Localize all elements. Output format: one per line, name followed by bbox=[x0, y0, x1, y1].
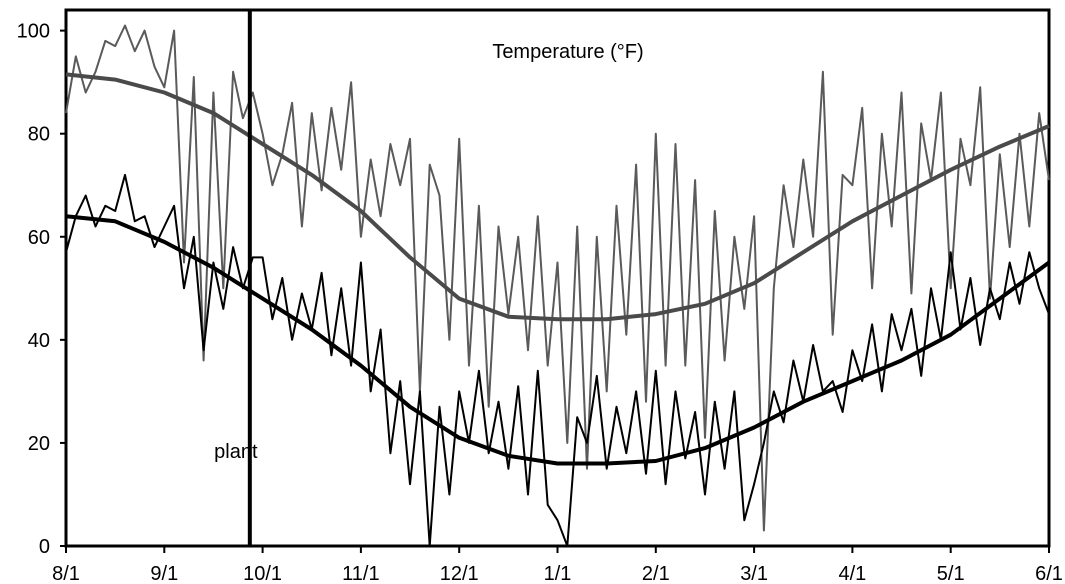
chart-title: Temperature (°F) bbox=[492, 41, 643, 63]
x-tick-label: 11/1 bbox=[342, 563, 379, 584]
x-tick-label: 8/1 bbox=[52, 563, 80, 584]
x-tick-label: 2/1 bbox=[642, 563, 670, 584]
series-layer bbox=[65, 24, 1051, 547]
x-tick-label: 3/1 bbox=[740, 563, 768, 584]
x-tick-label: 5/1 bbox=[937, 563, 965, 584]
series-line-normal-low bbox=[65, 214, 1051, 466]
x-tick-label: 12/1 bbox=[440, 563, 479, 584]
y-tick-label: 20 bbox=[28, 433, 50, 455]
series-line-daily-high bbox=[65, 24, 1050, 532]
y-tick-label: 100 bbox=[17, 21, 50, 43]
x-tick-label: 1/1 bbox=[544, 563, 572, 584]
annotation-layer: plant bbox=[214, 10, 258, 546]
x-tick-label: 9/1 bbox=[150, 563, 178, 584]
y-tick-label: 40 bbox=[28, 330, 50, 352]
x-tick-label: 4/1 bbox=[838, 563, 866, 584]
y-tick-label: 60 bbox=[28, 227, 50, 249]
series-line-normal-high bbox=[65, 72, 1050, 322]
y-tick-label: 0 bbox=[39, 536, 50, 558]
plant-date-label: plant bbox=[214, 441, 258, 463]
x-tick-label: 10/1 bbox=[243, 563, 282, 584]
x-tick-label: 6/1 bbox=[1035, 563, 1063, 584]
axis-layer: 0 20 40 60 80 100 8/1 9/1 10/1 11/1 12/1 1/1 2/1 3/1 4… bbox=[17, 21, 1063, 584]
y-tick-label: 80 bbox=[28, 124, 50, 146]
